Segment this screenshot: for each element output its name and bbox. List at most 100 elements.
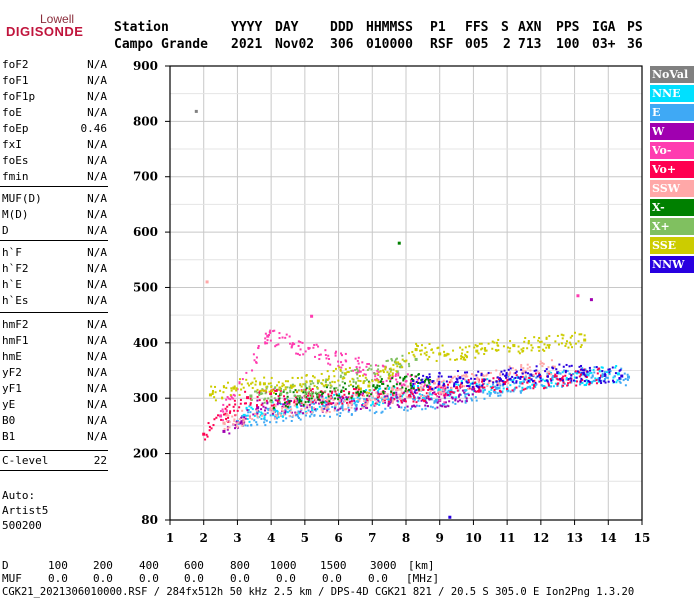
echo-dot: [255, 411, 258, 414]
echo-dot: [528, 374, 531, 377]
param-row: yF2 N/A: [2, 366, 107, 382]
echo-dot: [576, 370, 579, 373]
echo-dot: [421, 398, 424, 401]
echo-dot: [237, 422, 240, 425]
echo-dot: [468, 345, 471, 348]
echo-dot: [223, 422, 226, 425]
echo-dot: [337, 379, 340, 382]
param-value: N/A: [87, 90, 107, 103]
echo-dot: [320, 372, 323, 375]
echo-dot: [300, 376, 303, 379]
echo-dot: [395, 389, 398, 392]
echo-dot: [354, 401, 357, 404]
echo-dot: [304, 392, 307, 395]
echo-dot: [438, 399, 441, 402]
y-tick-label: 800: [133, 114, 158, 128]
echo-dot: [350, 403, 353, 406]
echo-dot: [596, 368, 599, 371]
echo-dot: [386, 393, 389, 396]
echo-dot: [390, 389, 393, 392]
data-point-vo+: [202, 432, 206, 436]
echo-dot: [295, 412, 298, 415]
echo-dot: [529, 369, 532, 372]
echo-dot: [465, 356, 468, 359]
echo-dot: [281, 405, 284, 408]
param-name: C-level: [2, 454, 49, 467]
echo-dot: [376, 401, 379, 404]
echo-dot: [339, 407, 342, 410]
echo-dot: [228, 432, 231, 435]
param-name: foEp: [2, 122, 29, 135]
echo-dot: [234, 403, 237, 406]
echo-dot: [558, 363, 561, 366]
echo-dot: [239, 402, 242, 405]
echo-dot: [497, 349, 500, 352]
echo-dot: [603, 380, 606, 383]
echo-dot: [363, 399, 366, 402]
echo-dot: [614, 372, 617, 375]
echo-dot: [277, 388, 280, 391]
echo-dot: [329, 390, 332, 393]
echo-dot: [564, 374, 567, 377]
echo-dot: [228, 411, 231, 414]
echo-dot: [507, 368, 510, 371]
echo-dot: [412, 404, 415, 407]
echo-dot: [500, 379, 503, 382]
echo-dot: [222, 386, 225, 389]
echo-dot: [505, 373, 508, 376]
echo-dot: [316, 387, 319, 390]
echo-dot: [525, 376, 528, 379]
echo-dot: [452, 391, 455, 394]
echo-dot: [266, 339, 269, 342]
echo-dot: [219, 415, 222, 418]
echo-dot: [410, 387, 413, 390]
echo-dot: [291, 383, 294, 386]
echo-dot: [338, 414, 341, 417]
echo-dot: [491, 340, 494, 343]
param-value: N/A: [87, 58, 107, 71]
echo-dot: [424, 399, 427, 402]
echo-dot: [290, 399, 293, 402]
echo-dot: [281, 385, 284, 388]
echo-dot: [291, 415, 294, 418]
echo-dot: [511, 379, 514, 382]
echo-dot: [611, 366, 614, 369]
echo-dot: [374, 386, 377, 389]
echo-dot: [349, 383, 352, 386]
echo-dot: [557, 343, 560, 346]
echo-dot: [392, 394, 395, 397]
echo-dot: [526, 347, 529, 350]
echo-dot: [474, 344, 477, 347]
echo-dot: [322, 404, 325, 407]
echo-dot: [371, 400, 374, 403]
echo-dot: [337, 394, 340, 397]
echo-dot: [575, 372, 578, 375]
param-row: C-level 22: [2, 454, 107, 470]
echo-dot: [412, 353, 415, 356]
echo-dot: [565, 378, 568, 381]
echo-dot: [527, 385, 530, 388]
echo-dot: [387, 388, 390, 391]
param-value: N/A: [87, 138, 107, 151]
echo-dot: [283, 413, 286, 416]
echo-dot: [377, 364, 380, 367]
echo-dot: [601, 372, 604, 375]
echo-dot: [507, 382, 510, 385]
echo-dot: [423, 352, 426, 355]
echo-dot: [473, 388, 476, 391]
echo-dot: [464, 393, 467, 396]
echo-dot: [274, 386, 277, 389]
echo-dot: [368, 381, 371, 384]
echo-dot: [435, 359, 438, 362]
echo-dot: [433, 400, 436, 403]
echo-dot: [306, 404, 309, 407]
echo-dot: [291, 342, 294, 345]
echo-dot: [366, 394, 369, 397]
echo-dot: [396, 389, 399, 392]
echo-dot: [517, 350, 520, 353]
echo-dot: [619, 377, 622, 380]
echo-dot: [325, 396, 328, 399]
echo-dot: [440, 390, 443, 393]
echo-dot: [266, 401, 269, 404]
echo-dot: [608, 369, 611, 372]
